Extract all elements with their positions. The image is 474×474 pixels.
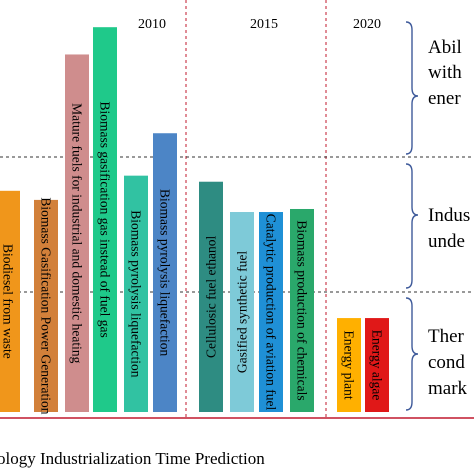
bars: Biodiesel from waste Biomass Gasification… [0, 27, 389, 415]
bar-8-gasified-synthetic-fuel [230, 212, 254, 412]
brace-middle [405, 163, 419, 289]
bar-10-biomass-production-of-chemicals [290, 208, 314, 412]
side-annotation-2: with [428, 62, 462, 83]
side-annotations: Abil with ener Indus unde Ther cond mark [428, 37, 470, 399]
bar-label-10: Biomass production of chemicals [295, 220, 310, 400]
period-label-2010: 2010 [138, 17, 166, 32]
bar-5-biomass-pyrolysis-liquefaction [124, 175, 148, 412]
bar-2-biomass-gasification-power-generation [34, 199, 58, 412]
bar-label-8: Gasified synthetic fuel [235, 251, 250, 373]
side-annotation-7: cond [428, 352, 465, 373]
side-annotation-6: Ther [428, 326, 465, 347]
bar-3-mature-fuels-for-industrial-and-domestic-heating [65, 54, 89, 413]
bar-12-energy-algae [365, 318, 389, 412]
bar-1-biodiesel-from-waste [0, 190, 20, 412]
period-label-2020: 2020 [353, 17, 381, 32]
bar-6-biomass-pyrolysis-liquefaction [153, 133, 177, 413]
braces [405, 21, 419, 411]
brace-top [405, 21, 419, 155]
bar-label-2: Biomass Gasification Power Generation [39, 197, 54, 414]
chart-title: ology Industrialization Time Prediction [0, 449, 265, 468]
bar-label-6: Biomass pyrolysis liquefaction [158, 189, 173, 356]
period-label-2015: 2015 [250, 17, 278, 32]
side-annotation-1: Abil [428, 37, 462, 58]
side-annotation-3: ener [428, 88, 461, 109]
bar-label-9: Catalytic production of aviation fuel [264, 214, 279, 411]
side-annotation-5: unde [428, 231, 465, 252]
bar-label-5: Biomass pyrolysis liquefaction [129, 210, 144, 377]
bar-4-biomass-gasification-gas-instead-of-fuel-gas [93, 27, 117, 412]
side-annotation-8: mark [428, 378, 468, 399]
bar-label-3: Mature fuels for industrial and domestic… [70, 103, 85, 363]
bar-label-11: Energy plant [342, 330, 357, 399]
side-annotation-4: Indus [428, 205, 470, 226]
period-labels: 2010 2015 2020 [138, 17, 381, 32]
bar-label-7: Cellulosic fuel ethanol [204, 236, 219, 358]
bar-label-4: Biomass gasification gas instead of fuel… [98, 101, 113, 337]
brace-bottom [405, 297, 419, 411]
bar-11-energy-plant [337, 318, 361, 412]
bar-9-catalytic-production-of-aviation-fuel [259, 212, 283, 412]
bar-label-1: Biodiesel from waste [1, 244, 16, 359]
bar-7-cellulosic-fuel-ethanol [199, 181, 223, 412]
bar-label-12: Energy algae [370, 330, 385, 401]
